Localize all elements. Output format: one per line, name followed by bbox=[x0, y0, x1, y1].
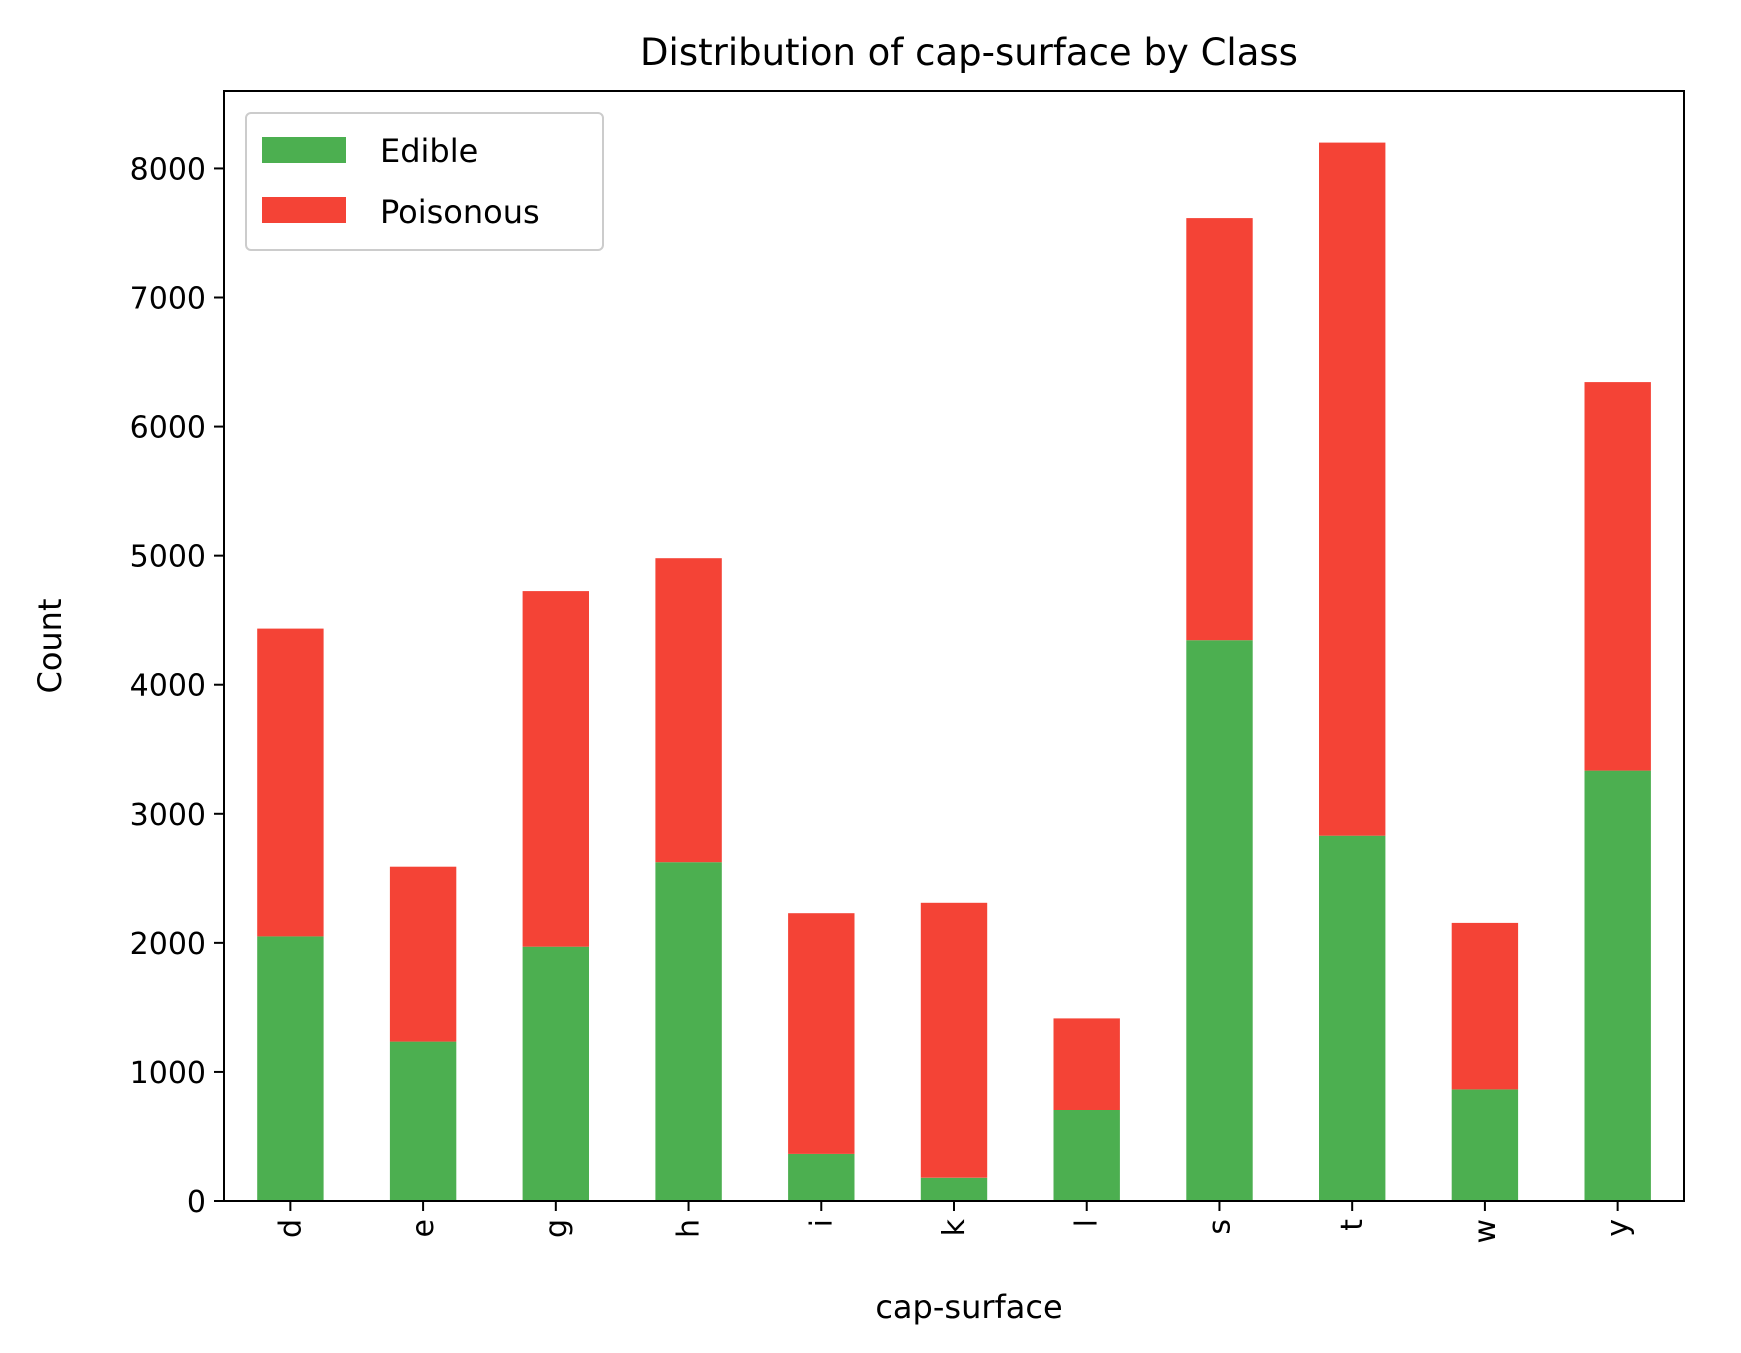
legend: Edible Poisonous bbox=[245, 112, 604, 251]
bar-edible-s bbox=[1186, 640, 1253, 1201]
bar-poisonous-e bbox=[389, 866, 457, 1042]
chart-title: Distribution of cap-surface by Class bbox=[640, 31, 1298, 74]
y-tick-label: 0 bbox=[187, 1185, 206, 1220]
y-tick-label: 1000 bbox=[130, 1056, 206, 1091]
x-tick-label-d: d bbox=[273, 1219, 308, 1238]
y-tick-label: 7000 bbox=[130, 282, 206, 317]
bar-edible-i bbox=[788, 1153, 855, 1201]
bar-poisonous-t bbox=[1319, 142, 1386, 836]
bar-edible-w bbox=[1451, 1089, 1519, 1201]
y-tick-label: 6000 bbox=[130, 411, 206, 446]
bar-edible-t bbox=[1319, 835, 1386, 1201]
bar-poisonous-l bbox=[1053, 1018, 1120, 1110]
bar-poisonous-s bbox=[1186, 218, 1253, 641]
x-axis-label: cap-surface bbox=[875, 1288, 1062, 1326]
bar-edible-g bbox=[522, 946, 589, 1201]
bar-edible-d bbox=[257, 936, 324, 1201]
y-axis-label: Count bbox=[31, 598, 69, 693]
x-tick-label-l: l bbox=[1070, 1219, 1105, 1227]
x-tick-label-w: w bbox=[1468, 1219, 1503, 1244]
bar-poisonous-k bbox=[920, 902, 988, 1178]
bar-poisonous-y bbox=[1584, 382, 1651, 771]
x-tick-label-y: y bbox=[1601, 1219, 1636, 1237]
bar-poisonous-w bbox=[1451, 922, 1519, 1090]
x-tick-label-i: i bbox=[804, 1219, 839, 1227]
legend-label-edible: Edible bbox=[380, 132, 478, 170]
y-tick-label: 8000 bbox=[130, 152, 206, 187]
y-tick-label: 5000 bbox=[130, 540, 206, 575]
y-tick-label: 2000 bbox=[130, 927, 206, 962]
y-tick-label: 3000 bbox=[130, 798, 206, 833]
bar-poisonous-g bbox=[522, 591, 589, 947]
bar-poisonous-i bbox=[788, 913, 855, 1154]
y-axis: 0 1000 2000 3000 4000 5000 6000 7000 8000 bbox=[130, 152, 224, 1220]
legend-label-poisonous: Poisonous bbox=[380, 193, 540, 231]
x-tick-label-e: e bbox=[406, 1219, 441, 1237]
bar-edible-e bbox=[389, 1041, 457, 1201]
x-tick-label-h: h bbox=[672, 1219, 707, 1238]
x-tick-label-s: s bbox=[1203, 1219, 1238, 1235]
y-tick-label: 4000 bbox=[130, 669, 206, 704]
bars-layer bbox=[257, 142, 1651, 1201]
x-tick-label-k: k bbox=[937, 1218, 972, 1236]
bar-edible-h bbox=[655, 862, 722, 1201]
bar-poisonous-h bbox=[655, 558, 722, 863]
bar-edible-k bbox=[920, 1177, 988, 1201]
legend-swatch-edible bbox=[262, 137, 346, 163]
bar-edible-y bbox=[1584, 770, 1651, 1201]
legend-swatch-poisonous bbox=[262, 197, 346, 223]
bar-edible-l bbox=[1053, 1110, 1120, 1201]
x-tick-label-g: g bbox=[539, 1219, 574, 1238]
x-tick-label-t: t bbox=[1335, 1219, 1370, 1231]
bar-poisonous-d bbox=[257, 628, 324, 937]
